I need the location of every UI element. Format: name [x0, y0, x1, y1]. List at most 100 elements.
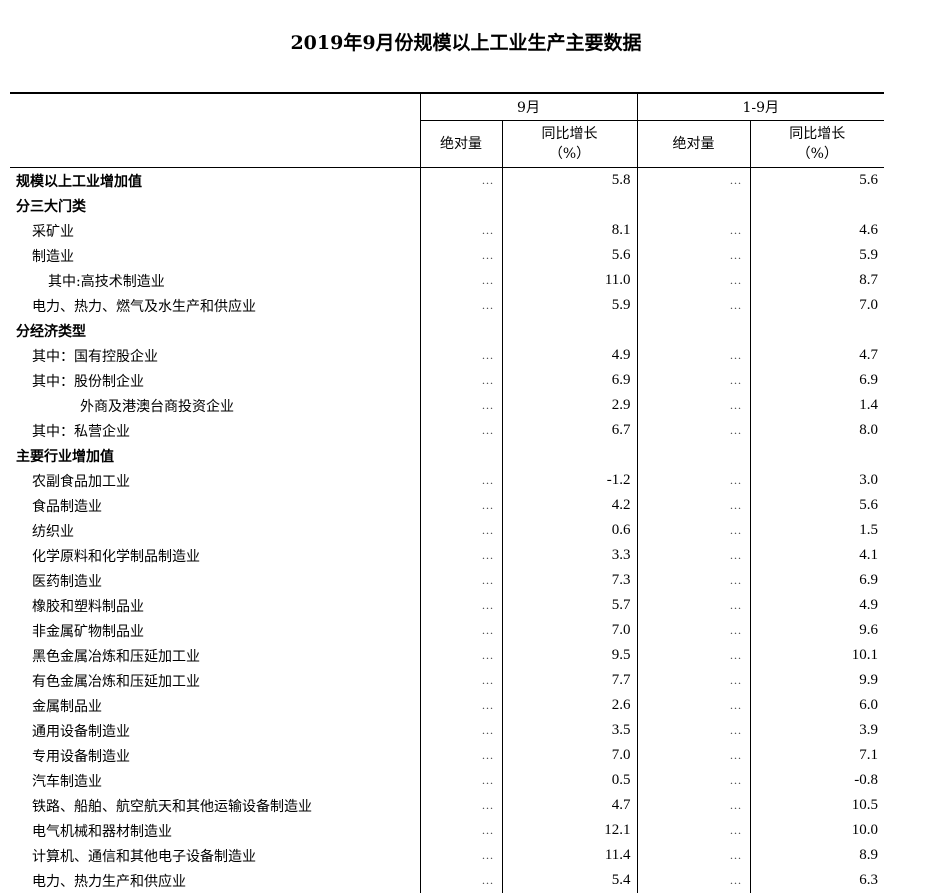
abs-value-month [419, 318, 502, 343]
table-row: 其中:高技术制造业… 11.0… 8.7 [10, 268, 885, 293]
abs-value-month: … [419, 418, 502, 443]
table-row: 主要行业增加值 [10, 443, 885, 468]
data-table: 9月 1-9月 绝对量 同比增长 （%） 绝对量 同比增长 （%） 规模以上工业增加… [10, 92, 885, 893]
abs-value-month: … [419, 243, 502, 268]
row-label: 分三大门类 [16, 198, 86, 215]
row-label: 电气机械和器材制造业 [32, 823, 172, 840]
yoy-value-ytd: 4.9 [749, 593, 885, 618]
yoy-value-ytd: 3.0 [749, 468, 885, 493]
abs-value-month: … [419, 543, 502, 568]
table-row: 非金属矿物制品业… 7.0… 9.6 [10, 618, 885, 643]
abs-value-ytd [636, 193, 751, 218]
yoy-value-ytd: 10.5 [749, 793, 885, 818]
yoy-value-ytd: 5.6 [749, 493, 885, 518]
abs-value-ytd: … [636, 167, 751, 193]
header-yoy-unit: （%） [548, 146, 591, 162]
yoy-value-ytd: 10.1 [749, 643, 885, 668]
abs-value-ytd [636, 318, 751, 343]
table-row: 其中：国有控股企业… 4.9… 4.7 [10, 343, 885, 368]
yoy-value-month: 7.7 [501, 668, 638, 693]
abs-value-ytd: … [636, 593, 751, 618]
table-row: 专用设备制造业… 7.0… 7.1 [10, 743, 885, 768]
yoy-value-ytd: 9.9 [749, 668, 885, 693]
row-label: 非金属矿物制品业 [32, 623, 144, 640]
table-row: 铁路、船舶、航空航天和其他运输设备制造业… 4.7… 10.5 [10, 793, 885, 818]
row-label: 铁路、船舶、航空航天和其他运输设备制造业 [32, 798, 312, 815]
yoy-value-month [501, 443, 638, 468]
yoy-value-month: 9.5 [501, 643, 638, 668]
abs-value-ytd: … [636, 743, 751, 768]
yoy-value-month: 7.3 [501, 568, 638, 593]
table-row: 计算机、通信和其他电子设备制造业… 11.4… 8.9 [10, 843, 885, 868]
yoy-value-ytd: 6.3 [749, 868, 885, 893]
table-row: 食品制造业… 4.2… 5.6 [10, 493, 885, 518]
header-abs-month: 绝对量 [419, 120, 502, 168]
yoy-value-month: 5.9 [501, 293, 638, 318]
yoy-value-month: 12.1 [501, 818, 638, 843]
row-label: 橡胶和塑料制品业 [32, 598, 144, 615]
yoy-value-ytd: 6.9 [749, 568, 885, 593]
abs-value-month: … [419, 693, 502, 718]
yoy-value-month: 5.7 [501, 593, 638, 618]
yoy-value-month [501, 193, 638, 218]
abs-value-ytd: … [636, 218, 751, 243]
row-label: 金属制品业 [32, 698, 102, 715]
row-label: 医药制造业 [32, 573, 102, 590]
yoy-value-month: 4.2 [501, 493, 638, 518]
abs-value-ytd: … [636, 293, 751, 318]
abs-value-month: … [419, 468, 502, 493]
table-row: 采矿业… 8.1… 4.6 [10, 218, 885, 243]
abs-value-month: … [419, 718, 502, 743]
table-row: 黑色金属冶炼和压延加工业… 9.5… 10.1 [10, 643, 885, 668]
row-label: 有色金属冶炼和压延加工业 [32, 673, 200, 690]
row-label: 纺织业 [32, 523, 74, 540]
header-yoy-ytd: 同比增长 （%） [749, 120, 885, 168]
yoy-value-month: 2.9 [501, 393, 638, 418]
yoy-value-ytd: 4.6 [749, 218, 885, 243]
abs-value-ytd: … [636, 868, 751, 893]
table-row: 分三大门类 [10, 193, 885, 218]
row-label: 通用设备制造业 [32, 723, 130, 740]
table-row: 电力、热力生产和供应业… 5.4… 6.3 [10, 868, 885, 893]
row-label: 电力、热力、燃气及水生产和供应业 [32, 298, 256, 315]
row-label: 主要行业增加值 [16, 448, 114, 465]
yoy-value-ytd: 6.9 [749, 368, 885, 393]
abs-value-ytd: … [636, 418, 751, 443]
abs-value-month: … [419, 668, 502, 693]
row-label: 汽车制造业 [32, 773, 102, 790]
row-label: 其中：国有控股企业 [32, 348, 158, 365]
row-label: 其中:高技术制造业 [48, 273, 165, 290]
yoy-value-month: -1.2 [501, 468, 638, 493]
yoy-value-ytd [749, 443, 885, 468]
yoy-value-ytd: 7.0 [749, 293, 885, 318]
yoy-value-ytd: -0.8 [749, 768, 885, 793]
abs-value-month: … [419, 818, 502, 843]
abs-value-ytd: … [636, 793, 751, 818]
header-yoy-label: 同比增长 [789, 126, 846, 142]
abs-value-ytd: … [636, 768, 751, 793]
header-blank-2 [10, 120, 420, 168]
abs-value-ytd: … [636, 368, 751, 393]
abs-value-month: … [419, 793, 502, 818]
table-row: 金属制品业… 2.6… 6.0 [10, 693, 885, 718]
row-label: 制造业 [32, 248, 74, 265]
yoy-value-month: 0.5 [501, 768, 638, 793]
abs-value-month: … [419, 268, 502, 293]
abs-value-month: … [419, 843, 502, 868]
abs-value-ytd: … [636, 243, 751, 268]
row-label: 农副食品加工业 [32, 473, 130, 490]
row-label: 其中：股份制企业 [32, 373, 144, 390]
abs-value-month: … [419, 568, 502, 593]
header-yoy-month: 同比增长 （%） [501, 120, 638, 168]
abs-value-month: … [419, 493, 502, 518]
abs-value-ytd: … [636, 693, 751, 718]
row-label: 黑色金属冶炼和压延加工业 [32, 648, 200, 665]
yoy-value-month: 2.6 [501, 693, 638, 718]
abs-value-month: … [419, 343, 502, 368]
yoy-value-month: 7.0 [501, 743, 638, 768]
yoy-value-month: 3.5 [501, 718, 638, 743]
yoy-value-ytd: 7.1 [749, 743, 885, 768]
row-label: 外商及港澳台商投资企业 [80, 398, 234, 415]
abs-value-ytd [636, 443, 751, 468]
abs-value-month: … [419, 368, 502, 393]
